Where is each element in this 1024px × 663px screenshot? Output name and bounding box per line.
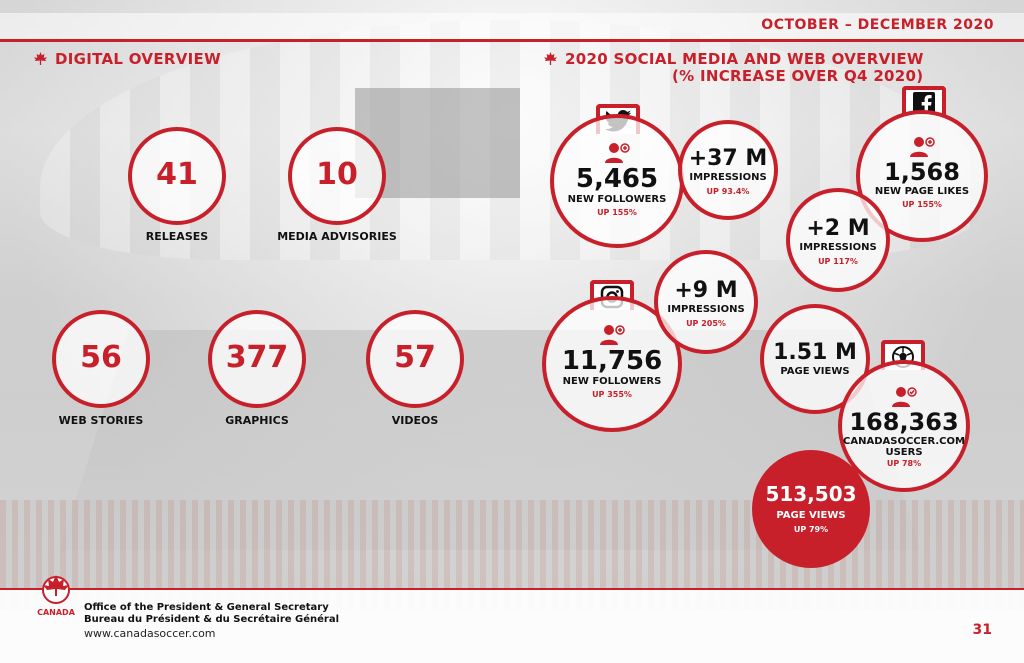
digital-overview-title: DIGITAL OVERVIEW (34, 50, 221, 68)
instagram-followers-ring: 11,756 NEW FOLLOWERS UP 355% (542, 296, 682, 432)
web-page-views-label: PAGE VIEWS (780, 366, 850, 377)
user-plus-icon (605, 143, 630, 163)
graphics-value: 377 (225, 340, 289, 375)
twitter-impressions-value: +37 M (688, 146, 768, 171)
twitter-followers-change: UP 155% (597, 208, 637, 217)
videos-ring: 57 (366, 310, 464, 408)
maple-leaf-icon (34, 52, 47, 65)
user-plus-icon (600, 325, 625, 345)
website-link[interactable]: www.canadasoccer.com (84, 627, 216, 640)
page-views-value: 513,503 (765, 482, 857, 506)
facebook-likes-value: 1,568 (884, 158, 960, 186)
instagram-followers-label: NEW FOLLOWERS (562, 376, 662, 387)
web-users-value: 168,363 (849, 408, 959, 436)
web-users-label-site: CANADASOCCER.COM (843, 436, 965, 447)
web-users-label: USERS (885, 447, 923, 458)
web-users-change: UP 78% (886, 459, 922, 468)
web-page-views-value: 1.51 M (773, 340, 857, 365)
canada-soccer-logo: CANADA (36, 572, 76, 622)
facebook-icon (913, 92, 935, 114)
web-stories-value: 56 (80, 340, 122, 375)
facebook-impressions-ring: +2 M IMPRESSIONS UP 117% (786, 188, 890, 292)
user-plus-icon (910, 137, 935, 157)
facebook-impressions-label: IMPRESSIONS (799, 242, 877, 253)
page-number: 31 (972, 622, 992, 638)
facebook-impressions-value: +2 M (806, 216, 870, 241)
releases-value: 41 (156, 157, 198, 192)
instagram-impressions-change: UP 205% (686, 319, 726, 328)
date-range: OCTOBER – DECEMBER 2020 (761, 17, 994, 33)
office-fr: Bureau du Président & du Secrétaire Géné… (84, 614, 340, 625)
instagram-impressions-value: +9 M (674, 278, 738, 303)
social-overview-subtitle: (% INCREASE OVER Q4 2020) (672, 67, 924, 85)
releases-label: RELEASES (145, 230, 209, 243)
page-views-circle: 513,503 PAGE VIEWS UP 79% (752, 450, 870, 568)
graphics-label: GRAPHICS (225, 414, 289, 427)
twitter-impressions-change: UP 93.4% (706, 187, 750, 196)
twitter-impressions-label: IMPRESSIONS (689, 172, 767, 183)
facebook-likes-ring: 1,568 NEW PAGE LIKES UP 155% (856, 110, 988, 242)
media-advisories-label: MEDIA ADVISORIES (277, 230, 397, 243)
facebook-impressions-change: UP 117% (818, 257, 858, 266)
footer: CANADA Office of the President & General… (0, 575, 1024, 663)
releases-ring: 41 (128, 127, 226, 225)
graphics-ring: 377 (208, 310, 306, 408)
page-views-label: PAGE VIEWS (776, 510, 846, 521)
page-views-change: UP 79% (793, 525, 829, 534)
instagram-impressions-ring: +9 M IMPRESSIONS UP 205% (654, 250, 758, 354)
twitter-followers-label: NEW FOLLOWERS (567, 194, 667, 205)
logo-text: CANADA (37, 608, 75, 617)
twitter-followers-ring: 5,465 NEW FOLLOWERS UP 155% (550, 114, 684, 248)
media-advisories-ring: 10 (288, 127, 386, 225)
web-users-ring: 168,363 CANADASOCCER.COM USERS UP 78% (838, 360, 970, 492)
videos-value: 57 (394, 340, 436, 375)
facebook-tab (902, 86, 946, 116)
facebook-likes-change: UP 155% (902, 200, 942, 209)
videos-label: VIDEOS (391, 414, 439, 427)
web-stories-label: WEB STORIES (58, 414, 144, 427)
web-stories-ring: 56 (52, 310, 150, 408)
maple-leaf-icon (544, 52, 557, 65)
office-en: Office of the President & General Secret… (84, 602, 329, 613)
facebook-likes-label: NEW PAGE LIKES (874, 186, 970, 197)
media-advisories-value: 10 (316, 157, 358, 192)
instagram-followers-change: UP 355% (592, 390, 632, 399)
user-check-icon (892, 387, 917, 407)
twitter-followers-value: 5,465 (575, 164, 659, 194)
instagram-followers-value: 11,756 (561, 346, 663, 376)
canada-soccer-crest-icon (42, 575, 70, 604)
twitter-impressions-ring: +37 M IMPRESSIONS UP 93.4% (678, 120, 778, 220)
instagram-impressions-label: IMPRESSIONS (667, 304, 745, 315)
social-overview-title: 2020 SOCIAL MEDIA AND WEB OVERVIEW (544, 50, 924, 68)
header-bar: OCTOBER – DECEMBER 2020 (0, 13, 1024, 42)
